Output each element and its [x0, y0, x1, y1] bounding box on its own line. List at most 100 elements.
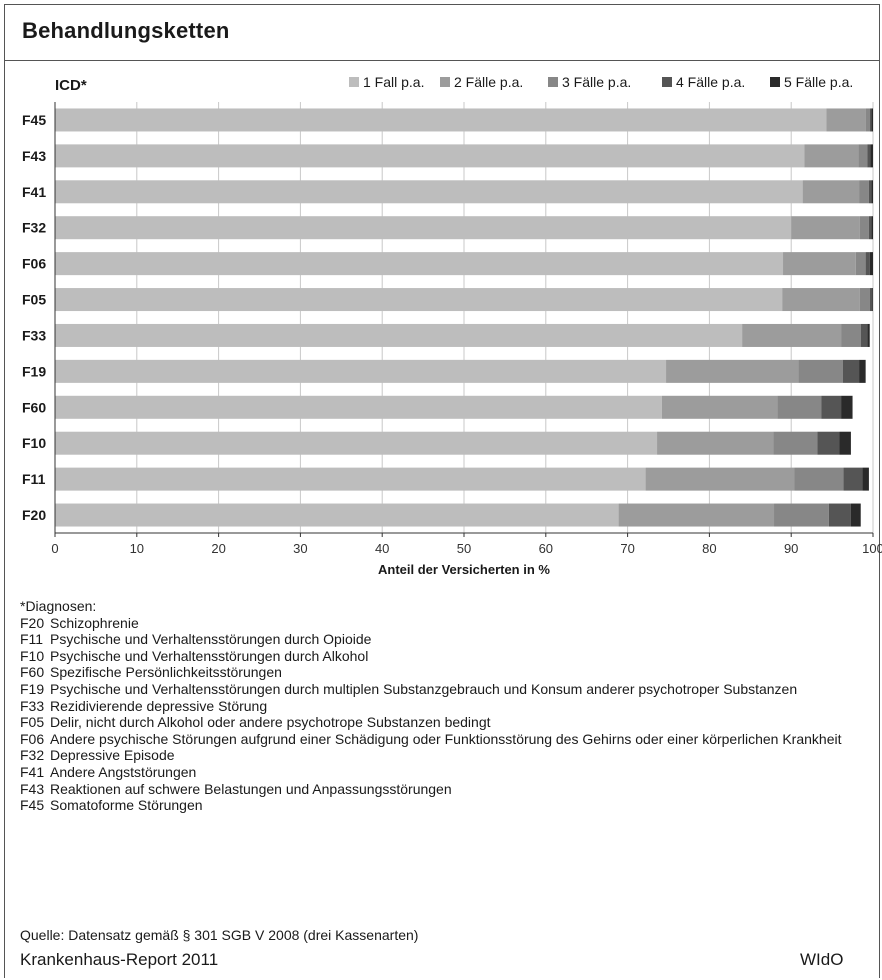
- bar-segment: [55, 431, 658, 455]
- category-label: F11: [22, 471, 46, 487]
- bar-segment: [777, 395, 822, 419]
- bar-segment: [773, 431, 818, 455]
- note-code: F19: [20, 680, 45, 697]
- category-label: F10: [22, 435, 46, 451]
- bar-segment: [841, 395, 853, 419]
- legend-label: 1 Fall p.a.: [363, 74, 424, 90]
- bar-segment: [868, 180, 872, 204]
- note-text: Psychische und Verhaltensstörungen durch…: [50, 631, 372, 648]
- note-text: Depressive Episode: [50, 747, 175, 764]
- category-label: F32: [22, 220, 46, 236]
- bar-segment: [742, 323, 842, 347]
- note-code: F11: [20, 631, 44, 648]
- category-label: F20: [22, 507, 46, 523]
- title-divider: [4, 60, 880, 61]
- bar-segment: [869, 108, 872, 132]
- note-code: F05: [20, 714, 45, 731]
- bar-segment: [802, 180, 860, 204]
- note-text: Somatoforme Störungen: [50, 797, 203, 814]
- note-item: F11 Psychische und Verhaltensstörungen du…: [20, 631, 842, 648]
- note-item: F45 Somatoforme Störungen: [20, 797, 842, 814]
- bar-segment: [859, 180, 869, 204]
- note-text: Reaktionen auf schwere Belastungen und A…: [50, 780, 452, 797]
- note-item: F32 Depressive Episode: [20, 747, 842, 764]
- note-code: F10: [20, 647, 45, 664]
- bar-segment: [783, 252, 856, 276]
- note-text: Delir, nicht durch Alkohol oder andere p…: [50, 714, 491, 731]
- bar-segment: [859, 288, 870, 312]
- x-tick-label: 0: [51, 541, 58, 556]
- x-tick-label: 90: [784, 541, 798, 556]
- publisher-name: WIdO: [800, 950, 844, 969]
- bar-segment: [859, 216, 869, 240]
- note-text: Rezidivierende depressive Störung: [50, 697, 268, 714]
- note-code: F60: [20, 664, 45, 681]
- note-item: F10 Psychische und Verhaltensstörungen du…: [20, 648, 842, 665]
- bar-segment: [870, 144, 873, 168]
- bar-segment: [55, 252, 784, 276]
- category-label: F06: [22, 256, 46, 272]
- bar-segment: [872, 288, 873, 312]
- note-item: F06 Andere psychische Störungen aufgrund …: [20, 731, 842, 748]
- note-code: F33: [20, 697, 45, 714]
- bar-segment: [55, 395, 662, 419]
- bar-segment: [871, 108, 873, 132]
- note-code: F32: [20, 747, 45, 764]
- note-item: F20 Schizophrenie: [20, 615, 842, 632]
- bar-segment: [55, 323, 743, 347]
- category-label: F33: [22, 327, 46, 343]
- note-code: F06: [20, 730, 45, 747]
- bar-segment: [841, 323, 861, 347]
- note-code: F41: [20, 763, 45, 780]
- x-tick-label: 20: [211, 541, 225, 556]
- note-item: F05 Delir, nicht durch Alkohol oder ander…: [20, 714, 842, 731]
- bar-segment: [867, 144, 871, 168]
- category-label: F60: [22, 399, 46, 415]
- note-item: F43 Reaktionen auf schwere Belastungen un…: [20, 781, 842, 798]
- note-text: Psychische und Verhaltensstörungen durch…: [50, 680, 798, 697]
- bar-segment: [55, 216, 792, 240]
- legend-swatch: [662, 77, 672, 87]
- bar-segment: [55, 359, 667, 383]
- page-title: Behandlungsketten: [22, 18, 230, 43]
- bar-segment: [839, 431, 851, 455]
- bar-segment: [860, 323, 868, 347]
- category-label: F19: [22, 363, 46, 379]
- bar-segment: [871, 216, 873, 240]
- note-code: F20: [20, 614, 45, 631]
- bar-segment: [645, 467, 795, 491]
- bar-segment: [828, 503, 851, 527]
- note-code: F43: [20, 780, 45, 797]
- note-text: Psychische und Verhaltensstörungen durch…: [50, 647, 369, 664]
- bar-segment: [55, 503, 619, 527]
- x-tick-label: 10: [130, 541, 144, 556]
- bar-segment: [826, 108, 866, 132]
- source-line: Quelle: Datensatz gemäß § 301 SGB V 2008…: [20, 927, 419, 943]
- bar-segment: [850, 503, 861, 527]
- x-tick-label: 30: [293, 541, 307, 556]
- figure-frame: [4, 4, 880, 978]
- legend-swatch: [349, 77, 359, 87]
- bar-segment: [55, 144, 805, 168]
- bar-segment: [859, 359, 866, 383]
- note-text: Andere psychische Störungen aufgrund ein…: [50, 730, 842, 747]
- bar-segment: [657, 431, 774, 455]
- legend-swatch: [770, 77, 780, 87]
- notes-heading: *Diagnosen:: [20, 598, 97, 614]
- note-item: F33 Rezidivierende depressive Störung: [20, 698, 842, 715]
- bar-segment: [855, 252, 866, 276]
- legend-swatch: [440, 77, 450, 87]
- bar-segment: [791, 216, 860, 240]
- diagnosis-notes: *Diagnosen: F20 Schizophrenie F11 Psychisch…: [20, 598, 842, 814]
- bar-segment: [862, 467, 869, 491]
- bar-segment: [794, 467, 844, 491]
- note-text: Spezifische Persönlichkeitsstörungen: [50, 664, 282, 681]
- x-tick-label: 70: [620, 541, 634, 556]
- x-tick-label: 40: [375, 541, 389, 556]
- note-item: F19 Psychische und Verhaltensstörungen du…: [20, 681, 842, 698]
- category-label: F45: [22, 112, 46, 128]
- legend-label: 3 Fälle p.a.: [562, 74, 631, 90]
- report-name: Krankenhaus-Report 2011: [20, 950, 219, 969]
- bar-segment: [55, 467, 646, 491]
- note-text: Andere Angststörungen: [50, 763, 197, 780]
